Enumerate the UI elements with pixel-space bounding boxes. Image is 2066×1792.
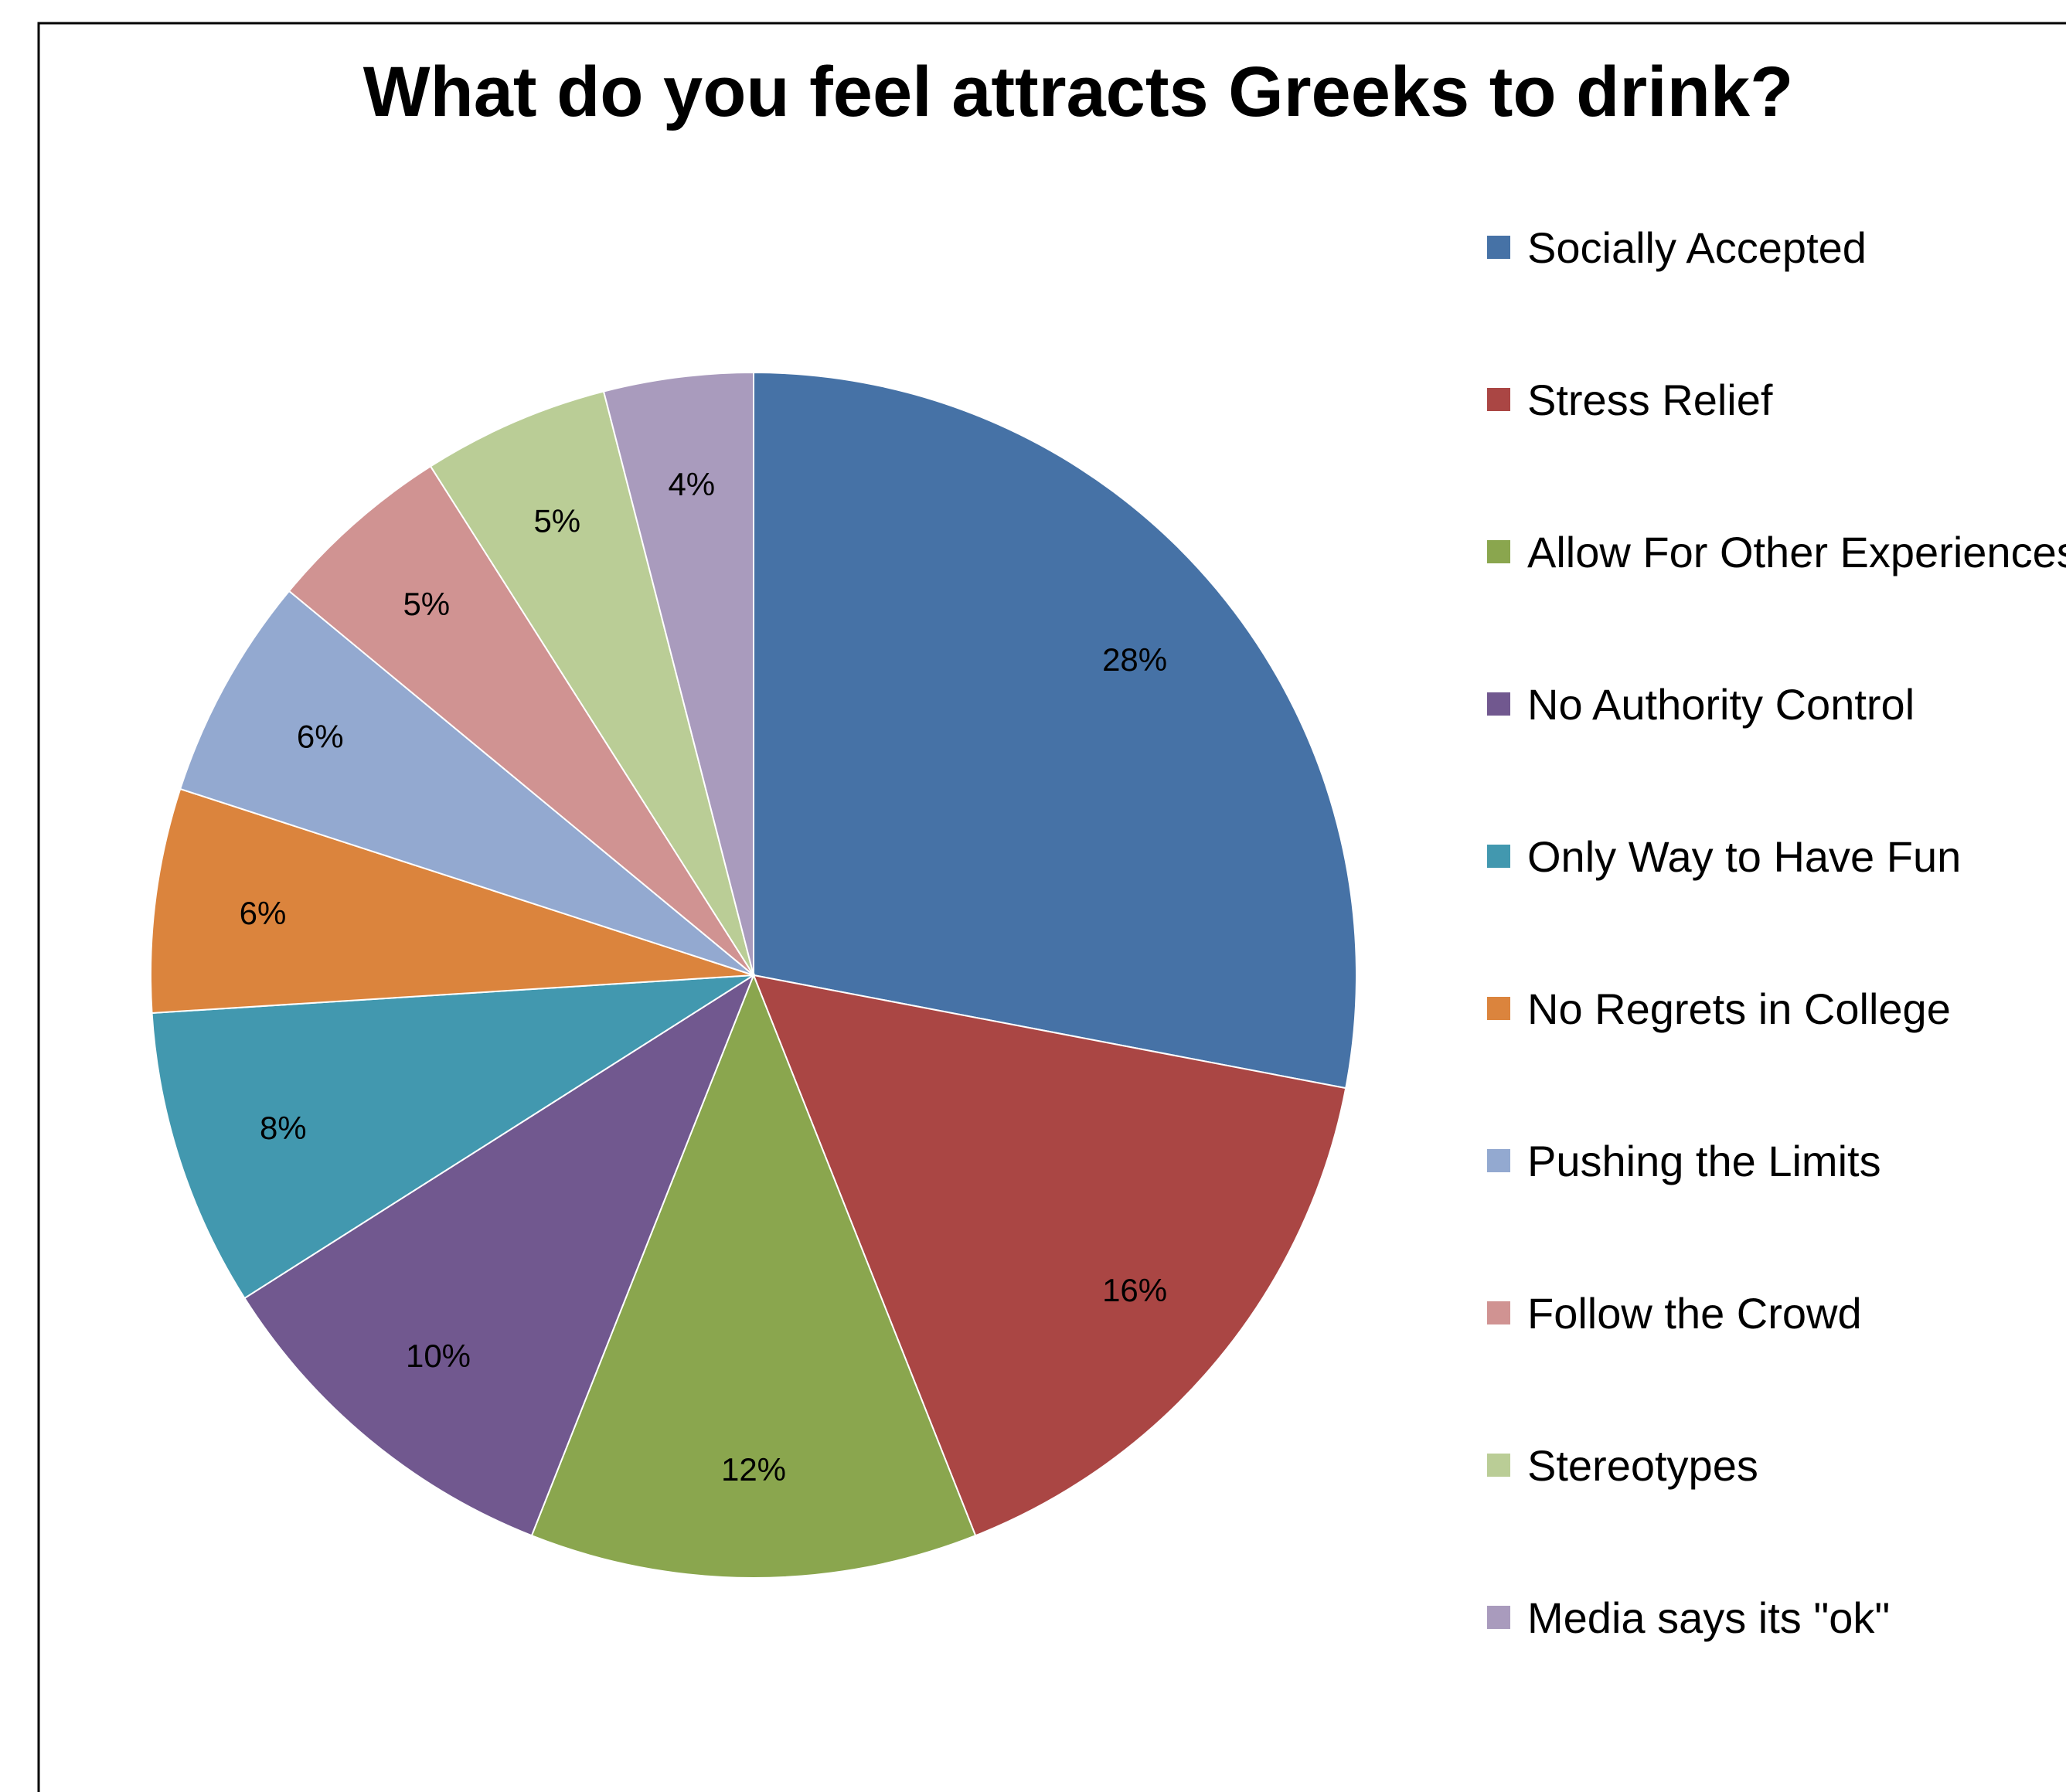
pie-slice-stress-relief <box>752 974 1347 1537</box>
pie-slice-allow-for-other-experiences <box>530 973 977 1579</box>
legend-swatch-follow-the-crowd <box>1487 1301 1510 1324</box>
legend-swatch-no-regrets-in-college <box>1487 997 1510 1020</box>
pie-slice-only-way-to-have-fun <box>151 974 754 1300</box>
data-label-pushing-the-limits: 6% <box>297 719 344 755</box>
legend-label-stress-relief: Stress Relief <box>1527 376 1773 424</box>
data-label-no-regrets-in-college: 6% <box>240 895 287 931</box>
data-label-only-way-to-have-fun: 8% <box>260 1110 307 1146</box>
data-label-socially-accepted: 28% <box>1102 641 1167 678</box>
legend-swatch-stereotypes <box>1487 1454 1510 1477</box>
pie-slice-pushing-the-limits <box>179 590 754 976</box>
data-label-follow-the-crowd: 5% <box>403 586 450 622</box>
legend-label-no-authority-control: No Authority Control <box>1527 680 1915 729</box>
legend: Socially Accepted Stress Relief Allow For … <box>1487 223 2066 1642</box>
pie-slice-media-says-its-ok <box>602 371 754 976</box>
chart-title: What do you feel attracts Greeks to drin… <box>363 53 1794 131</box>
pie-slices <box>150 371 1357 1579</box>
pie-slice-follow-the-crowd <box>288 465 754 976</box>
data-label-stress-relief: 16% <box>1102 1272 1167 1308</box>
legend-swatch-allow-for-other-experiences <box>1487 540 1510 563</box>
legend-swatch-no-authority-control <box>1487 692 1510 716</box>
pie-data-labels: 28% 16% 12% 10% 8% 6% 6% 5% 5% 4% <box>240 466 1167 1488</box>
legend-label-only-way-to-have-fun: Only Way to Have Fun <box>1527 832 1961 881</box>
data-label-no-authority-control: 10% <box>406 1338 471 1374</box>
legend-swatch-media-says-its-ok <box>1487 1606 1510 1629</box>
legend-label-socially-accepted: Socially Accepted <box>1527 223 1867 272</box>
legend-swatch-pushing-the-limits <box>1487 1149 1510 1172</box>
pie-slice-no-authority-control <box>243 973 756 1537</box>
legend-swatch-stress-relief <box>1487 388 1510 411</box>
data-label-allow-for-other-experiences: 12% <box>721 1451 786 1488</box>
pie-slice-socially-accepted <box>753 371 1357 1090</box>
legend-label-allow-for-other-experiences: Allow For Other Experiences <box>1527 528 2066 576</box>
legend-label-media-says-its-ok: Media says its "ok" <box>1527 1593 1890 1642</box>
legend-label-stereotypes: Stereotypes <box>1527 1441 1758 1490</box>
pie-slice-stereotypes <box>429 390 754 976</box>
pie-slice-no-regrets-in-college <box>150 787 754 1015</box>
legend-label-follow-the-crowd: Follow the Crowd <box>1527 1289 1862 1338</box>
legend-swatch-socially-accepted <box>1487 236 1510 259</box>
data-label-media-says-its-ok: 4% <box>668 466 715 502</box>
legend-label-pushing-the-limits: Pushing the Limits <box>1527 1137 1881 1185</box>
data-label-stereotypes: 5% <box>533 503 580 539</box>
legend-swatch-only-way-to-have-fun <box>1487 845 1510 868</box>
legend-label-no-regrets-in-college: No Regrets in College <box>1527 984 1951 1033</box>
